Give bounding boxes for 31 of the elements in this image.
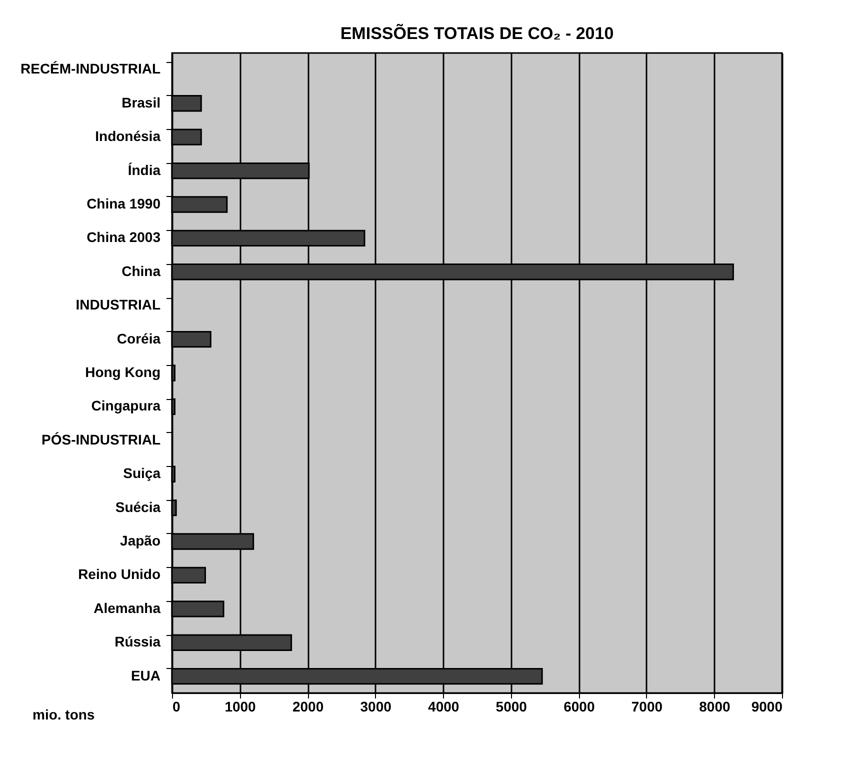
x-tick-label: 9000 [751,698,783,714]
y-tick-label: Japão [120,532,160,549]
chart-title: EMISSÕES TOTAIS DE CO₂ - 2010 [340,23,614,43]
y-tick-label: China 2003 [86,229,161,246]
x-tick-label: 4000 [428,698,460,714]
y-tick-label: INDUSTRIAL [76,296,161,313]
y-tick-label: Coréia [116,330,161,346]
y-tick-label: PÓS-INDUSTRIAL [42,431,161,448]
x-tick-label: 8000 [699,698,731,714]
x-tick-label: 1000 [224,698,256,714]
y-tick-label: Alemanha [94,600,161,616]
y-tick-label: EUA [130,667,160,684]
y-tick-label: Índia [128,162,161,178]
x-tick-label: 6000 [564,698,595,714]
y-tick-label: Indonésia [95,128,161,144]
y-tick-label: China [122,262,161,279]
y-tick-label: Suiça [123,465,161,482]
y-tick-label: Hong Kong [85,364,160,380]
x-tick-label: 2000 [292,698,324,714]
y-tick-label: China 1990 [86,195,161,212]
y-tick-label: Reino Unido [78,566,160,582]
y-tick-label: Brasil [122,94,160,110]
x-axis-title: mio. tons [32,706,95,722]
x-tick-label: 0 [172,698,180,714]
x-tick-label: 3000 [360,698,392,714]
x-tick-label: 7000 [631,698,663,714]
y-tick-label: RECÉM-INDUSTRIAL [20,60,161,77]
y-tick-label: Rússia [114,634,161,650]
y-tick-label: Cingapura [91,398,161,414]
y-tick-label: Suécia [115,498,161,515]
x-tick-label: 5000 [496,698,528,714]
